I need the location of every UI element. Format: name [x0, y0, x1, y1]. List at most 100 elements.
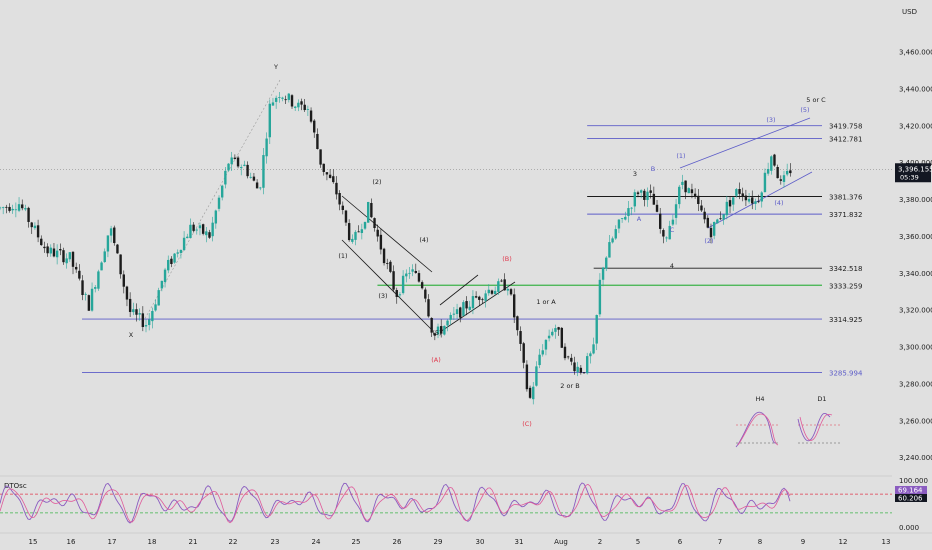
- candle-body[interactable]: [608, 242, 611, 258]
- candle-body[interactable]: [462, 302, 465, 316]
- candle-body[interactable]: [125, 286, 129, 300]
- candle-body[interactable]: [195, 229, 198, 231]
- candle-body[interactable]: [668, 225, 671, 240]
- candle-body[interactable]: [360, 229, 364, 234]
- candle-body[interactable]: [21, 204, 24, 209]
- channel-line-lower-1[interactable]: [341, 239, 433, 331]
- channel-line-lower-2[interactable]: [439, 281, 516, 333]
- candle-body[interactable]: [614, 229, 617, 239]
- candle-body[interactable]: [585, 356, 589, 374]
- candle-body[interactable]: [265, 138, 268, 157]
- candle-body[interactable]: [14, 209, 18, 211]
- candle-body[interactable]: [528, 387, 532, 398]
- candle-body[interactable]: [712, 221, 716, 236]
- candle-body[interactable]: [690, 189, 694, 194]
- candle-body[interactable]: [478, 296, 481, 300]
- candle-body[interactable]: [332, 176, 335, 183]
- candle-body[interactable]: [271, 102, 275, 106]
- candle-body[interactable]: [268, 103, 271, 138]
- candle-body[interactable]: [389, 261, 392, 272]
- candle-body[interactable]: [370, 202, 373, 218]
- candle-body[interactable]: [17, 204, 21, 211]
- candle-body[interactable]: [151, 311, 154, 322]
- candle-body[interactable]: [252, 176, 256, 181]
- candle-body[interactable]: [103, 251, 106, 263]
- candle-body[interactable]: [173, 253, 176, 263]
- candle-body[interactable]: [5, 206, 8, 208]
- candle-body[interactable]: [376, 229, 379, 237]
- candle-body[interactable]: [316, 133, 319, 149]
- candle-body[interactable]: [303, 104, 306, 111]
- candle-body[interactable]: [395, 290, 398, 297]
- candle-body[interactable]: [554, 328, 557, 332]
- candle-body[interactable]: [678, 186, 681, 205]
- time-axis[interactable]: 15 16 17 18 21 22 23 24 25 26 29 30 31 Aug 2 5 6 7 8 9 12 13: [0, 532, 932, 546]
- candle-body[interactable]: [716, 219, 719, 224]
- candle-body[interactable]: [281, 97, 284, 99]
- candle-body[interactable]: [284, 99, 287, 101]
- candle-body[interactable]: [78, 270, 81, 279]
- candle-body[interactable]: [243, 164, 246, 166]
- candle-body[interactable]: [36, 225, 40, 238]
- candle-body[interactable]: [135, 309, 138, 315]
- candle-body[interactable]: [1, 207, 5, 209]
- candle-body[interactable]: [436, 326, 440, 335]
- candle-body[interactable]: [198, 225, 202, 229]
- candle-body[interactable]: [109, 228, 113, 236]
- candle-body[interactable]: [147, 319, 151, 326]
- candle-body[interactable]: [170, 258, 173, 265]
- candle-body[interactable]: [233, 157, 237, 159]
- candle-body[interactable]: [46, 246, 49, 254]
- candle-body[interactable]: [309, 110, 313, 122]
- candle-body[interactable]: [81, 280, 84, 296]
- candle-body[interactable]: [557, 327, 560, 330]
- candle-body[interactable]: [405, 273, 408, 277]
- candle-body[interactable]: [157, 290, 160, 306]
- candle-body[interactable]: [532, 386, 535, 400]
- candle-body[interactable]: [347, 223, 351, 241]
- candle-body[interactable]: [398, 294, 402, 296]
- candle-body[interactable]: [220, 185, 224, 198]
- candle-body[interactable]: [735, 189, 738, 196]
- channel-drawings[interactable]: [142, 79, 813, 333]
- candle-body[interactable]: [484, 293, 487, 301]
- candle-body[interactable]: [465, 301, 468, 309]
- candle-body[interactable]: [773, 154, 776, 166]
- candle-body[interactable]: [392, 271, 395, 290]
- candle-body[interactable]: [646, 191, 649, 201]
- candle-body[interactable]: [274, 97, 278, 102]
- candle-body[interactable]: [278, 97, 281, 98]
- candle-body[interactable]: [351, 238, 354, 242]
- candle-body[interactable]: [100, 262, 103, 271]
- candle-body[interactable]: [763, 172, 767, 193]
- candle-body[interactable]: [259, 187, 262, 189]
- candle-body[interactable]: [747, 198, 751, 202]
- candle-body[interactable]: [487, 289, 491, 294]
- candle-body[interactable]: [106, 235, 110, 252]
- candle-body[interactable]: [43, 246, 46, 249]
- candle-body[interactable]: [728, 200, 732, 207]
- candle-body[interactable]: [68, 252, 72, 260]
- candle-body[interactable]: [639, 190, 643, 193]
- candle-body[interactable]: [681, 181, 684, 185]
- candle-body[interactable]: [490, 290, 494, 294]
- oscillator-name[interactable]: DTOsc: [4, 482, 27, 490]
- candle-body[interactable]: [547, 335, 551, 339]
- candle-body[interactable]: [141, 313, 145, 328]
- candle-body[interactable]: [430, 317, 433, 333]
- channel-line-upper-2[interactable]: [439, 274, 479, 306]
- candle-body[interactable]: [541, 350, 544, 355]
- candle-body[interactable]: [582, 372, 586, 374]
- candle-body[interactable]: [617, 219, 621, 229]
- candle-body[interactable]: [592, 344, 595, 354]
- candle-body[interactable]: [27, 207, 30, 222]
- candle-body[interactable]: [706, 217, 710, 228]
- candle-body[interactable]: [503, 279, 506, 291]
- candle-body[interactable]: [512, 294, 516, 318]
- candle-body[interactable]: [573, 362, 576, 372]
- candle-body[interactable]: [322, 163, 325, 172]
- candle-body[interactable]: [776, 166, 779, 179]
- candle-body[interactable]: [741, 193, 744, 197]
- candle-body[interactable]: [94, 287, 97, 289]
